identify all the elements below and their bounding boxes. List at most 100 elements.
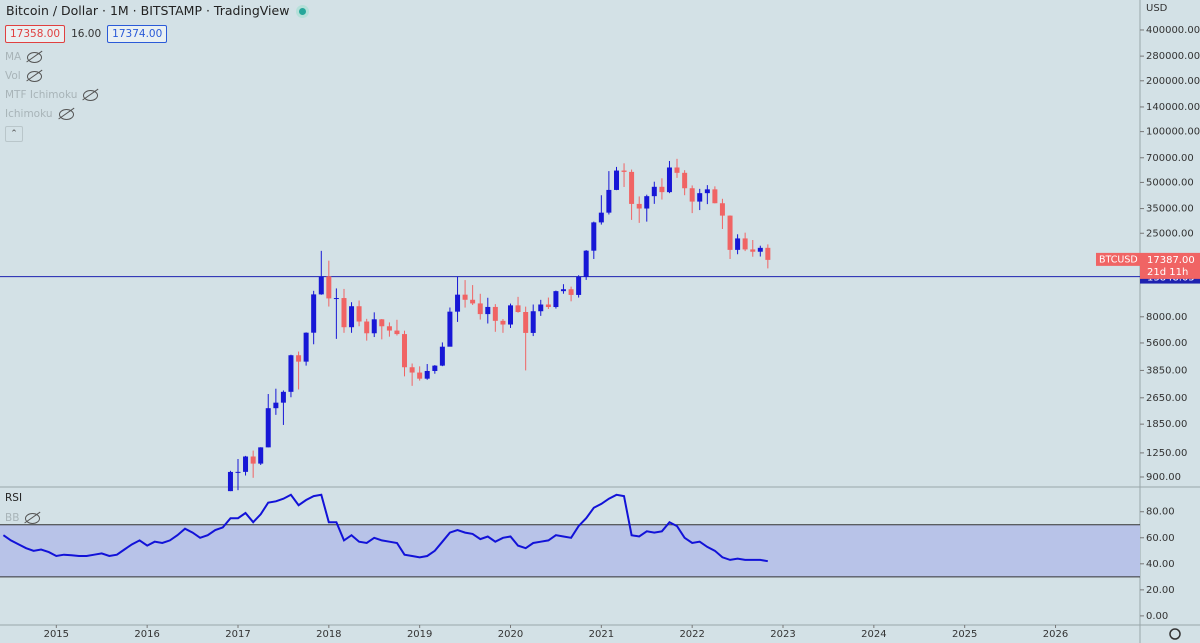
candle-body [553, 291, 559, 308]
hidden-icon[interactable] [58, 108, 74, 120]
x-tick-label: 2022 [679, 629, 704, 640]
y-tick-label: 50000.00 [1146, 177, 1194, 188]
candle-body [356, 306, 362, 322]
candle-body [424, 370, 430, 379]
market-status [299, 8, 307, 15]
spread: 16.00 [71, 28, 102, 40]
y-tick-label: 25000.00 [1146, 228, 1194, 239]
x-tick-label: 2024 [861, 629, 886, 640]
candle-body [447, 311, 453, 347]
candle-body [523, 312, 529, 333]
x-tick-label: 2023 [770, 629, 795, 640]
hidden-icon[interactable] [26, 70, 42, 82]
candle-body [598, 212, 604, 223]
candle-body [288, 355, 294, 392]
candle-body [606, 189, 612, 213]
candle-body [765, 247, 771, 260]
candle-body [666, 167, 672, 193]
settings-icon[interactable] [1169, 628, 1181, 640]
candle-body [689, 188, 695, 202]
bid[interactable]: 17358.00 [5, 25, 66, 43]
candle-body [265, 408, 271, 448]
candle-body [303, 332, 309, 362]
candle-body [311, 294, 317, 333]
y-tick-label: 1850.00 [1146, 419, 1187, 430]
candle-body [394, 330, 400, 335]
indicator-name: BB [5, 512, 20, 524]
candle-body [576, 276, 582, 295]
hidden-icon[interactable] [25, 512, 41, 524]
candle-body [538, 304, 544, 312]
indicator[interactable]: Vol [5, 70, 42, 82]
y-tick-label: 5600.00 [1146, 338, 1187, 349]
candle-body [417, 372, 423, 379]
candle-body [235, 471, 241, 473]
candle-body [477, 303, 483, 315]
x-tick-label: 2025 [952, 629, 977, 640]
ask[interactable]: 17374.00 [107, 25, 168, 43]
collapse-button[interactable]: ⌃ [5, 126, 23, 142]
candle-body [629, 171, 635, 204]
candle-body [349, 306, 355, 328]
candle-body [492, 306, 498, 321]
candle-body [644, 196, 650, 209]
x-tick-label: 2018 [316, 629, 341, 640]
y-tick-label: 2650.00 [1146, 393, 1187, 404]
hidden-icon[interactable] [27, 51, 43, 63]
candle-body [614, 170, 620, 190]
symbol-header: Bitcoin / Dollar · 1M · BITSTAMP · Tradi… [6, 3, 307, 18]
candle-body [258, 447, 264, 464]
candle-body [432, 365, 438, 371]
candle-body [651, 186, 657, 197]
candle-body [757, 247, 763, 252]
x-tick-label: 2026 [1043, 629, 1068, 640]
candle-body [364, 321, 370, 334]
candle-body [674, 167, 680, 173]
last-price-label: 17387.00 [1147, 255, 1195, 266]
candle-body [568, 289, 574, 295]
candle-body [333, 298, 339, 300]
hidden-icon[interactable] [83, 89, 99, 101]
y-tick-label: 60.00 [1146, 533, 1175, 544]
candle-body [742, 238, 748, 250]
candle-body [462, 294, 468, 300]
y-tick-label: 1250.00 [1146, 448, 1187, 459]
candle-body [227, 471, 233, 492]
candle-body [296, 355, 302, 362]
y-tick-label: 280000.00 [1146, 51, 1200, 62]
candle-body [621, 170, 627, 172]
candle-body [280, 391, 286, 403]
y-tick-label: 900.00 [1146, 472, 1181, 483]
x-tick-label: 2016 [134, 629, 159, 640]
candle-body [500, 320, 506, 325]
indicator[interactable]: Ichimoku [5, 108, 74, 120]
y-tick-label: 400000.00 [1146, 25, 1200, 36]
candle-body [386, 326, 392, 331]
rsi-legend[interactable]: RSI [5, 492, 22, 504]
candle-body [735, 238, 741, 250]
candle-body [401, 334, 407, 368]
candle-body [591, 222, 597, 251]
indicator-name: Ichimoku [5, 108, 53, 120]
symbol-label: BTCUSD [1099, 254, 1138, 265]
y-tick-label: 80.00 [1146, 507, 1175, 518]
indicator-name: Vol [5, 70, 21, 82]
candle-body [273, 402, 279, 409]
candle-body [318, 276, 324, 295]
x-tick-label: 2019 [407, 629, 432, 640]
candle-body [712, 189, 718, 204]
candle-body [704, 189, 710, 194]
candle-body [379, 319, 385, 327]
indicator[interactable]: MTF Ichimoku [5, 89, 99, 101]
indicator[interactable]: MA [5, 51, 43, 63]
y-tick-label: 35000.00 [1146, 204, 1194, 215]
candle-body [727, 215, 733, 250]
candle-body [371, 319, 377, 334]
candle-body [455, 294, 461, 312]
indicator-name: MTF Ichimoku [5, 89, 78, 101]
indicator[interactable]: BB [5, 512, 41, 524]
candle-body [409, 367, 415, 373]
x-tick-label: 2017 [225, 629, 250, 640]
